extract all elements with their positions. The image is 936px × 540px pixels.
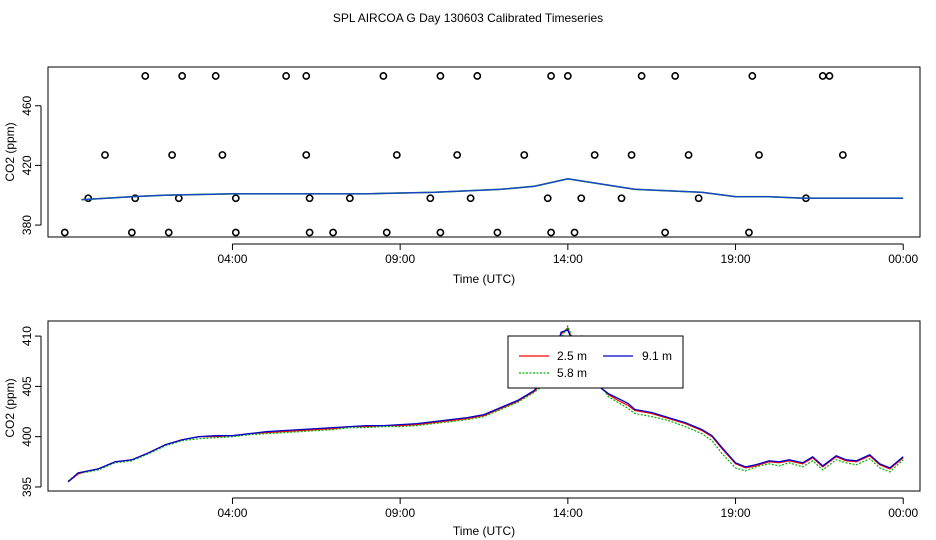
legend-label-9-1m: 9.1 m [642,349,672,363]
bottom-panel: 04:00 09:00 14:00 19:00 00:00 395 400 405 410 Ti… [3,320,921,538]
series-line-9-1m [67,329,904,483]
scatter-point [661,228,670,237]
scatter-point [305,194,314,203]
scatter-point [637,72,646,80]
top-panel: 04:00 09:00 14:00 19:00 00:00 380 420 460 Time … [3,66,921,286]
bottom-y-axis-label: CO2 (ppm) [3,378,17,437]
top-y-tick-label: 420 [20,155,34,175]
scatter-point [302,72,311,80]
top-axis-ticks: 04:00 09:00 14:00 19:00 00:00 380 420 460 [20,95,919,266]
bottom-plot-frame [47,320,921,492]
top-x-tick-label: 04:00 [217,252,247,266]
legend-label-2-5m: 2.5 m [557,349,587,363]
scatter-point [60,228,69,237]
top-x-axis-label: Time (UTC) [453,272,515,286]
scatter-point [101,151,109,159]
scatter-point [617,194,626,203]
top-y-tick-label: 460 [20,95,34,115]
top-series-lines [81,177,904,201]
scatter-point [684,151,693,159]
chart-title: SPL AIRCOA G Day 130603 Calibrated Times… [333,11,603,25]
scatter-point [493,228,502,237]
scatter-point [379,72,388,80]
scatter-point [164,228,173,237]
scatter-point [329,228,337,237]
scatter-point [84,194,93,203]
legend-box [507,335,684,389]
scatter-point [218,151,227,159]
top-y-tick-label: 380 [20,215,34,235]
scatter-point [627,151,636,159]
top-x-tick-label: 00:00 [888,252,918,266]
scatter-point [168,151,176,159]
bottom-x-tick-label: 09:00 [385,506,415,520]
scatter-point [211,72,220,80]
scatter-point [178,72,187,80]
scatter-point [543,194,552,203]
legend-label-5-8m: 5.8 m [557,366,587,380]
bottom-y-tick-label: 400 [20,426,34,446]
scatter-point [392,151,401,159]
scatter-point [426,194,435,203]
legend: 2.5 m 9.1 m 5.8 m [507,335,684,389]
scatter-point [231,228,240,237]
bottom-x-axis-label: Time (UTC) [453,524,515,538]
bottom-series-lines [67,324,904,483]
scatter-point [131,194,140,203]
top-y-axis-label: CO2 (ppm) [3,122,17,181]
scatter-point [563,72,572,80]
scatter-point [302,151,311,159]
bottom-x-tick-label: 00:00 [888,506,918,520]
scatter-point [453,151,462,159]
scatter-point [231,194,240,203]
scatter-point [382,228,391,237]
scatter-point [141,72,150,80]
scatter-point [818,72,827,80]
top-x-tick-label: 14:00 [553,252,583,266]
scatter-point [748,72,757,80]
scatter-point [577,194,586,203]
top-plot-frame [47,66,921,238]
scatter-point [282,72,291,80]
scatter-point [305,228,314,237]
bottom-y-tick-label: 405 [20,376,34,396]
top-x-tick-label: 09:00 [385,252,415,266]
series-line-5-8m [67,324,904,482]
scatter-point [174,194,183,203]
scatter-point [590,151,599,159]
bottom-y-tick-label: 395 [20,477,34,497]
top-scatter-points [60,72,847,237]
scatter-point [520,151,529,159]
scatter-point [671,72,680,80]
scatter-point [694,194,703,203]
bottom-x-tick-label: 14:00 [553,506,583,520]
bottom-axis-ticks: 04:00 09:00 14:00 19:00 00:00 395 400 405 410 [20,326,919,520]
scatter-point [473,72,482,80]
scatter-point [345,194,354,203]
scatter-point [547,72,555,80]
bottom-y-tick-label: 410 [20,326,34,346]
scatter-point [570,228,579,237]
scatter-point [436,228,445,237]
series-line-2-5m [67,326,904,483]
scatter-point [745,228,753,237]
series-line-top-blue [81,178,904,201]
bottom-x-tick-label: 19:00 [721,506,751,520]
scatter-point [838,151,847,159]
scatter-point [755,151,763,159]
scatter-point [127,228,136,237]
scatter-point [466,194,475,203]
scatter-point [825,72,834,80]
scatter-point [436,72,445,80]
top-x-tick-label: 19:00 [721,252,751,266]
bottom-x-tick-label: 04:00 [217,506,247,520]
scatter-point [547,228,555,237]
